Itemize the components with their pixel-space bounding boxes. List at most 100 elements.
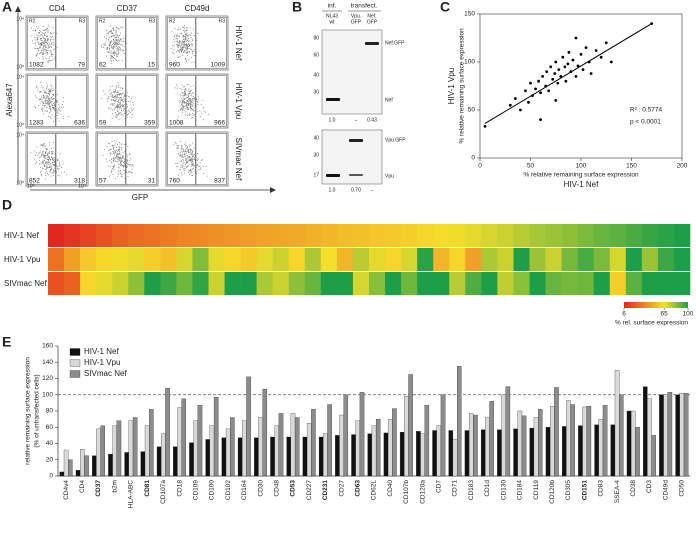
bar — [254, 437, 259, 477]
flow-event — [43, 35, 45, 37]
flow-event — [180, 140, 182, 142]
bar — [205, 439, 210, 477]
flow-event — [119, 47, 121, 49]
flow-event — [120, 163, 122, 165]
flow-event — [188, 156, 190, 158]
row-label: SIVmac Nef — [4, 279, 47, 288]
flow-event — [48, 161, 50, 163]
flow-event — [194, 110, 196, 112]
flow-event — [126, 92, 128, 94]
heat-cell — [673, 272, 691, 295]
flow-count: 966 — [214, 120, 225, 127]
flow-event — [112, 97, 114, 99]
flow-event — [202, 166, 204, 168]
flow-event — [188, 95, 190, 97]
flow-event — [113, 29, 115, 31]
flow-event — [107, 47, 109, 49]
flow-event — [111, 33, 113, 35]
flow-event — [181, 104, 183, 106]
gate-label: R2 — [99, 18, 106, 24]
flow-event — [49, 91, 51, 93]
flow-event — [186, 27, 188, 29]
flow-event — [37, 87, 39, 89]
flow-event — [185, 160, 187, 162]
flow-event — [34, 44, 36, 46]
flow-event — [46, 152, 48, 154]
flow-event — [183, 155, 185, 157]
flow-event — [120, 44, 122, 46]
flow-event — [44, 159, 46, 161]
point — [604, 41, 608, 45]
bar — [561, 426, 567, 477]
heat-cell — [48, 224, 65, 247]
flow-event — [59, 163, 61, 165]
flow-event — [113, 42, 115, 44]
bar — [578, 425, 583, 477]
flow-event — [53, 164, 55, 166]
flow-event — [39, 31, 41, 33]
flow-event — [109, 103, 111, 105]
bar — [306, 423, 312, 477]
flow-event — [120, 47, 122, 49]
bar — [323, 433, 328, 477]
flow-event — [182, 100, 184, 102]
flow-event — [197, 104, 199, 106]
heat-cell — [96, 248, 113, 271]
heat-cell — [224, 224, 241, 247]
bar — [230, 417, 235, 477]
flow-event — [182, 151, 184, 153]
flow-event — [192, 116, 194, 118]
flow-event — [113, 157, 115, 159]
flow-event — [188, 58, 190, 60]
flow-event — [192, 93, 194, 95]
point — [563, 65, 567, 69]
flow-event — [187, 99, 189, 101]
flow-event — [121, 87, 123, 89]
flow-event — [128, 113, 130, 115]
flow-event — [184, 86, 186, 88]
flow-event — [51, 150, 53, 152]
x-tick-label: CD1d — [484, 480, 491, 497]
flow-event — [53, 98, 55, 100]
heat-cell — [465, 248, 482, 271]
flow-event — [122, 26, 124, 28]
flow-event — [52, 174, 54, 176]
flow-event — [115, 151, 117, 153]
point — [589, 72, 593, 75]
flow-event — [183, 108, 185, 110]
flow-event — [186, 94, 188, 96]
flow-event — [56, 109, 58, 111]
heat-cell — [625, 224, 643, 247]
flow-event — [112, 144, 114, 146]
flow-event — [52, 98, 54, 100]
flow-count: 760 — [169, 178, 180, 185]
flow-event — [123, 46, 125, 48]
flow-event — [126, 116, 128, 118]
bar — [278, 413, 284, 477]
flow-event — [47, 43, 49, 45]
flow-event — [41, 44, 43, 46]
flow-event — [181, 95, 183, 97]
flow-column-title: CD37 — [117, 4, 138, 13]
bar — [538, 409, 543, 477]
flow-event — [190, 169, 192, 171]
flow-event — [118, 150, 120, 152]
flow-event — [186, 40, 188, 42]
flow-tick: 10⁰ — [16, 64, 24, 70]
flow-event — [122, 106, 124, 108]
flow-event — [180, 49, 182, 51]
flow-event — [57, 115, 59, 117]
flow-event — [116, 104, 118, 106]
flow-event — [126, 112, 128, 114]
flow-event — [187, 147, 189, 149]
flow-event — [110, 25, 112, 27]
flow-event — [52, 104, 54, 106]
flow-event — [111, 36, 113, 38]
heat-cell — [240, 224, 257, 247]
heat-cell — [224, 248, 241, 271]
flow-event — [112, 96, 114, 98]
flow-event — [188, 40, 190, 42]
heat-cell — [417, 224, 434, 247]
flow-event — [180, 42, 182, 44]
flow-event — [176, 87, 178, 89]
